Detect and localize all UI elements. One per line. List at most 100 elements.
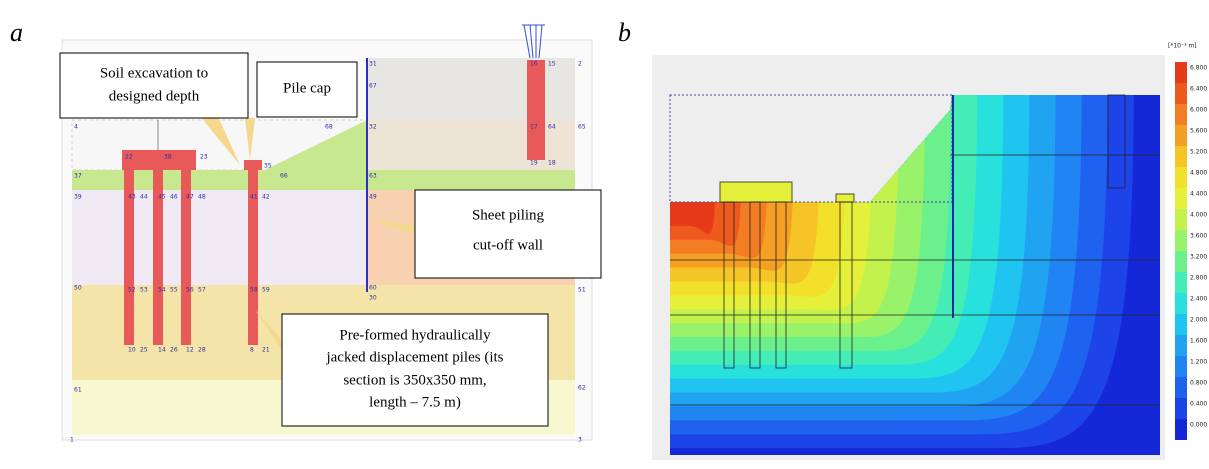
layer-lavender: [72, 190, 367, 285]
legend-swatch: [1175, 209, 1187, 230]
node-label: 51: [578, 287, 586, 294]
node-label: 45: [158, 194, 166, 201]
legend-label: 5.200: [1190, 149, 1207, 156]
legend: [*10⁻³ m]6.8006.4006.0005.6005.2004.8004…: [1168, 43, 1207, 441]
legend-swatch: [1175, 398, 1187, 419]
legend-label: 3.600: [1190, 233, 1207, 240]
node-label: 48: [198, 194, 206, 201]
node-label: 23: [200, 154, 208, 161]
node-label: 14: [158, 347, 166, 354]
callout-text: Pre-formed hydraulically: [339, 327, 491, 343]
legend-label: 4.800: [1190, 170, 1207, 177]
legend-label: 6.400: [1190, 86, 1207, 93]
node-label: 17: [530, 124, 538, 131]
node-label: 41: [250, 194, 258, 201]
callout-text: length – 7.5 m): [369, 394, 461, 410]
node-label: 62: [578, 385, 586, 392]
legend-label: 1.200: [1190, 359, 1207, 366]
callout-text: section is 350x350 mm,: [343, 372, 486, 388]
node-label: 61: [74, 387, 82, 394]
legend-unit: [*10⁻³ m]: [1168, 43, 1197, 50]
node-label: 35: [264, 163, 272, 170]
node-label: 64: [548, 124, 556, 131]
node-label: 54: [158, 287, 166, 294]
node-label: 12: [186, 347, 194, 354]
legend-swatch: [1175, 419, 1187, 440]
legend-label: 2.000: [1190, 317, 1207, 324]
node-label: 44: [140, 194, 148, 201]
node-label: 37: [74, 173, 82, 180]
legend-swatch: [1175, 146, 1187, 167]
legend-label: 1.600: [1190, 338, 1207, 345]
node-label: 10: [128, 347, 136, 354]
legend-swatch: [1175, 356, 1187, 377]
node-label: 42: [262, 194, 270, 201]
node-label: 32: [369, 124, 377, 131]
node-label: 56: [186, 287, 194, 294]
legend-label: 2.800: [1190, 275, 1207, 282]
panel-label: b: [618, 18, 631, 47]
legend-swatch: [1175, 167, 1187, 188]
pile-cap: [122, 150, 196, 170]
callout-box: [60, 53, 248, 118]
node-label: 38: [164, 154, 172, 161]
node-label: 28: [198, 347, 206, 354]
legend-swatch: [1175, 230, 1187, 251]
node-label: 66: [280, 173, 288, 180]
node-label: 49: [369, 194, 377, 201]
pile-cap: [244, 160, 262, 170]
callout-text: designed depth: [109, 88, 200, 104]
node-label: 39: [74, 194, 82, 201]
legend-label: 3.200: [1190, 254, 1207, 261]
node-label: 63: [369, 173, 377, 180]
legend-label: 4.400: [1190, 191, 1207, 198]
node-label: 59: [262, 287, 270, 294]
callout-text: Pile cap: [283, 80, 331, 96]
node-label: 16: [530, 61, 538, 68]
node-label: 3: [578, 437, 582, 444]
legend-label: 6.800: [1190, 65, 1207, 72]
legend-swatch: [1175, 104, 1187, 125]
callout-box: [415, 190, 601, 278]
legend-swatch: [1175, 83, 1187, 104]
node-label: 57: [198, 287, 206, 294]
node-label: 31: [369, 61, 377, 68]
node-label: 4: [74, 124, 78, 131]
pile: [527, 60, 545, 160]
legend-label: 0.000: [1190, 422, 1207, 429]
node-label: 22: [125, 154, 133, 161]
node-label: 25: [140, 347, 148, 354]
node-label: 68: [325, 124, 333, 131]
node-label: 26: [170, 347, 178, 354]
node-label: 52: [128, 287, 136, 294]
legend-label: 4.000: [1190, 212, 1207, 219]
node-label: 19: [530, 160, 538, 167]
node-label: 53: [140, 287, 148, 294]
legend-swatch: [1175, 62, 1187, 83]
node-label: 47: [186, 194, 194, 201]
node-label: 55: [170, 287, 178, 294]
node-label: 46: [170, 194, 178, 201]
node-label: 15: [548, 61, 556, 68]
node-label: 58: [250, 287, 258, 294]
figure: a b: [0, 0, 1209, 464]
legend-swatch: [1175, 251, 1187, 272]
callout-text: Sheet piling: [472, 207, 545, 223]
legend-swatch: [1175, 188, 1187, 209]
legend-label: 6.000: [1190, 107, 1207, 114]
legend-swatch: [1175, 293, 1187, 314]
legend-swatch: [1175, 272, 1187, 293]
model-b: [*10⁻³ m]6.8006.4006.0005.6005.2004.8004…: [652, 43, 1207, 461]
legend-label: 2.400: [1190, 296, 1207, 303]
node-label: 21: [262, 347, 270, 354]
node-label: 2: [578, 61, 582, 68]
node-label: 60: [369, 285, 377, 292]
legend-swatch: [1175, 125, 1187, 146]
callout-text: jacked displacement piles (its: [325, 349, 503, 365]
node-label: 8: [250, 347, 254, 354]
node-label: 65: [578, 124, 586, 131]
node-label: 18: [548, 160, 556, 167]
legend-swatch: [1175, 335, 1187, 356]
node-label: 43: [128, 194, 136, 201]
node-label: 50: [74, 285, 82, 292]
